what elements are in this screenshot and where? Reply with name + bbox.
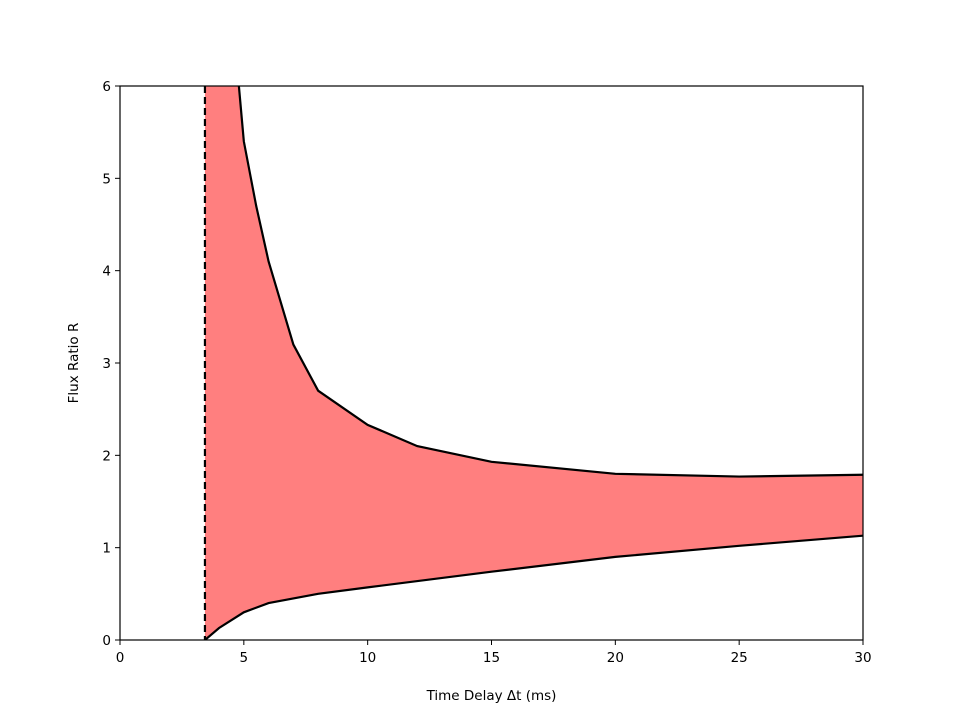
- y-tick-label: 0: [102, 633, 111, 649]
- y-tick-label: 1: [102, 541, 111, 557]
- plot-area: [203, 86, 863, 640]
- y-axis-label: Flux Ratio R: [66, 323, 82, 404]
- x-axis-label: Time Delay Δt (ms): [426, 688, 557, 704]
- curve: [204, 534, 863, 640]
- x-tick-label: 0: [116, 650, 125, 666]
- y-tick-label: 2: [102, 448, 111, 464]
- fill-band: [204, 86, 863, 640]
- x-tick-label: 15: [483, 650, 500, 666]
- y-tick-label: 6: [102, 79, 111, 95]
- x-tick-label: 10: [359, 650, 376, 666]
- x-tick-label: 30: [854, 650, 871, 666]
- x-tick-label: 25: [731, 650, 748, 666]
- x-tick-label: 5: [240, 650, 249, 666]
- y-tick-label: 4: [102, 264, 111, 280]
- x-tick-label: 20: [607, 650, 624, 666]
- y-tick-label: 3: [102, 356, 111, 372]
- y-tick-label: 5: [102, 171, 111, 187]
- curve: [237, 86, 863, 478]
